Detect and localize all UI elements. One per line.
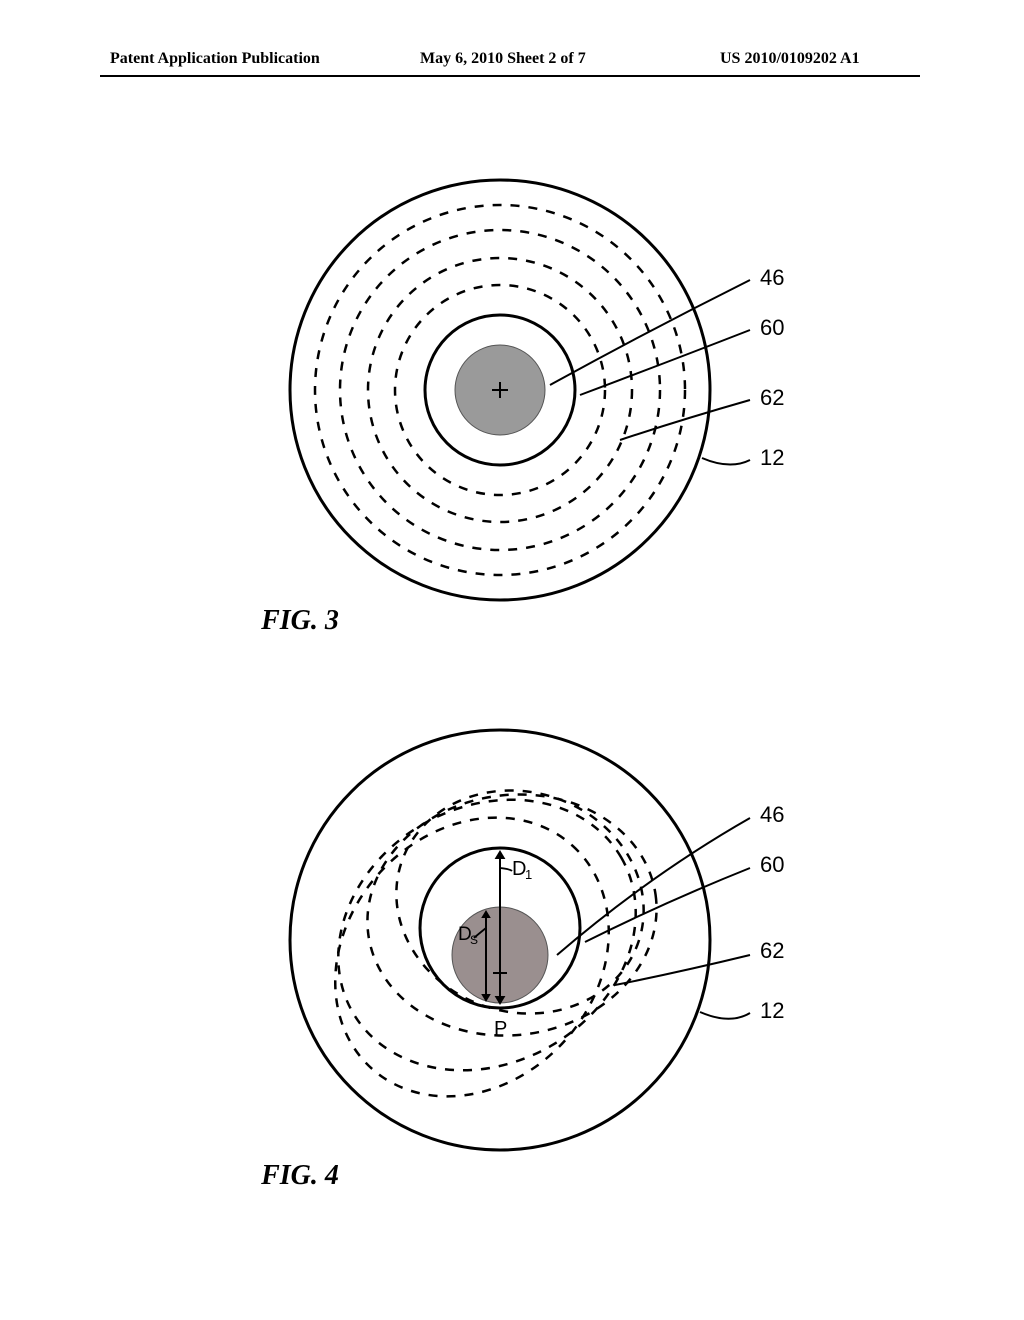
svg-text:P: P bbox=[494, 1018, 507, 1040]
svg-text:46: 46 bbox=[760, 265, 784, 290]
svg-text:62: 62 bbox=[760, 385, 784, 410]
svg-text:S: S bbox=[470, 933, 478, 947]
figure-4-svg: D1DSP46606212 bbox=[200, 680, 820, 1200]
figure-3-svg: 46 60 62 12 bbox=[200, 130, 820, 650]
svg-text:62: 62 bbox=[760, 938, 784, 963]
svg-text:12: 12 bbox=[760, 998, 784, 1023]
svg-text:12: 12 bbox=[760, 445, 784, 470]
svg-text:60: 60 bbox=[760, 315, 784, 340]
header-left: Patent Application Publication bbox=[110, 50, 320, 68]
figure-3-caption: FIG. 3 bbox=[200, 605, 400, 637]
figure-4-caption: FIG. 4 bbox=[200, 1160, 400, 1192]
svg-text:1: 1 bbox=[525, 867, 532, 882]
header-rule bbox=[100, 75, 920, 77]
svg-text:46: 46 bbox=[760, 802, 784, 827]
header-center: May 6, 2010 Sheet 2 of 7 bbox=[420, 50, 586, 68]
header-right: US 2010/0109202 A1 bbox=[720, 50, 860, 68]
svg-text:60: 60 bbox=[760, 852, 784, 877]
